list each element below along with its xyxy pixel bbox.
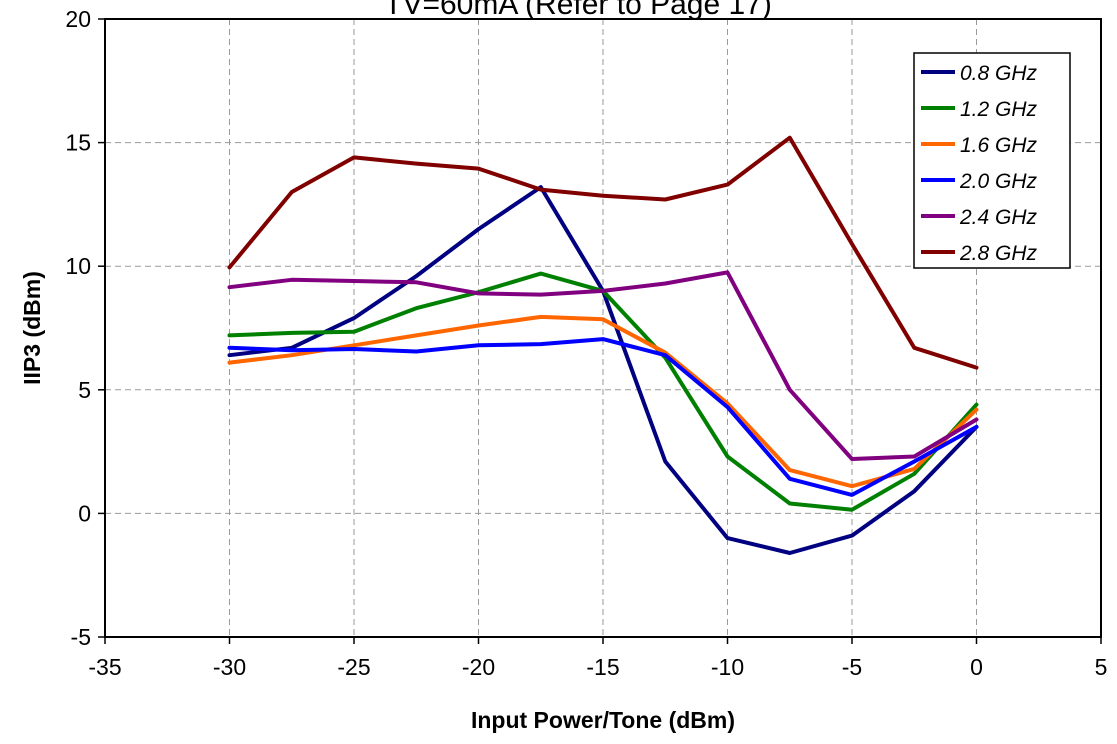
series-line-1-6-ghz: [227, 314, 979, 489]
y-tick-label: 5: [78, 377, 91, 403]
x-tick-labels: -35 -30 -25 -20 -15 -10 -5 0 5: [88, 637, 1107, 680]
legend-label: 2.8 GHz: [959, 242, 1038, 265]
x-tick-label: -20: [462, 654, 495, 680]
y-tick-label: 15: [65, 130, 91, 156]
y-tick-label: 0: [78, 500, 91, 526]
x-tick-label: -35: [88, 654, 121, 680]
legend-label: 0.8 GHz: [960, 62, 1038, 85]
x-tick-label: -30: [213, 654, 246, 680]
legend-label: 2.0 GHz: [959, 170, 1038, 193]
series-line-2-8-ghz: [227, 135, 979, 370]
x-axis-title: Input Power/Tone (dBm): [471, 707, 735, 733]
legend-box: [913, 52, 1071, 269]
y-axis-title: IIP3 (dBm): [19, 271, 45, 385]
y-tick-label: -5: [71, 624, 91, 650]
x-tick-label: -15: [586, 654, 619, 680]
legend-label: 1.2 GHz: [960, 98, 1038, 121]
y-tick-label: 10: [65, 253, 91, 279]
chart-title: TV=60mA (Refer to Page 17): [384, 0, 772, 21]
series-line-2-4-ghz: [227, 270, 979, 461]
series-lines: [227, 135, 979, 555]
legend-label: 2.4 GHz: [959, 206, 1038, 229]
x-tick-label: 5: [1095, 654, 1108, 680]
legend-label: 1.6 GHz: [960, 134, 1038, 157]
x-tick-label: -25: [337, 654, 370, 680]
x-tick-label: -5: [842, 654, 862, 680]
series-line-2-0-ghz: [227, 337, 979, 497]
x-tick-label: 0: [970, 654, 983, 680]
y-tick-label: 20: [65, 6, 91, 32]
legend: 0.8 GHz 1.2 GHz 1.6 GHz 2.0 GHz 2.4 GHz 2.8 G…: [913, 52, 1071, 269]
x-tick-label: -10: [711, 654, 744, 680]
y-tick-labels: -5 0 5 10 15 20: [65, 6, 105, 650]
